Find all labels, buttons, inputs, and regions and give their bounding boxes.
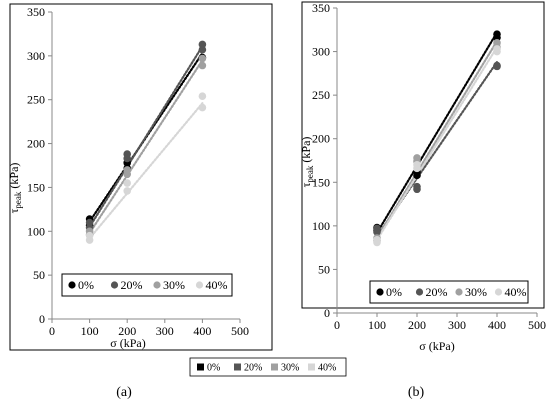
panel-b-data-point-4 xyxy=(373,238,381,247)
panel-a-trendline-2 xyxy=(88,45,204,228)
panel-a-trendline-4 xyxy=(88,102,204,240)
footer-legend-label: 0% xyxy=(207,363,220,374)
panel-a-y-tick-label: 350 xyxy=(27,5,45,19)
panel-b-legend-marker xyxy=(415,288,424,296)
panel-b-y-tick-label: 50 xyxy=(318,262,330,276)
panel-a-legend-frame xyxy=(61,273,233,297)
panel-b-legend-marker xyxy=(455,288,463,296)
footer-legend-label: 30% xyxy=(281,363,299,374)
panel-b-trendline-1 xyxy=(375,31,499,234)
panel-b-y-tick-label: 300 xyxy=(312,45,330,59)
panel-a-y-tick-label: 200 xyxy=(27,137,45,151)
footer-legend-swatch xyxy=(234,363,241,371)
panel-a-y-tick-label: 100 xyxy=(27,224,45,238)
panel-b-y-tick-label: 150 xyxy=(312,175,330,189)
panel-b-data-point-4 xyxy=(413,164,421,173)
panel-a-x-tick-label: 500 xyxy=(231,324,249,338)
panel-a-y-axis-title: τpeak (kPa) xyxy=(7,163,23,214)
panel-a-data-point-4 xyxy=(85,236,94,244)
panel-b-y-tick-label: 200 xyxy=(312,132,330,146)
footer-legend-swatch xyxy=(271,363,278,371)
panel-a-data-point-2 xyxy=(198,45,207,54)
panel-a-data-point-2 xyxy=(198,40,207,49)
panel-b-trendline-3 xyxy=(375,40,499,240)
panel-a-y-tick-label: 150 xyxy=(27,180,45,194)
footer-legend-swatch xyxy=(308,363,315,371)
panel-a-x-tick-label: 300 xyxy=(156,324,174,338)
panel-a-legend-label: 30% xyxy=(163,278,185,292)
panel-b-x-tick-label: 200 xyxy=(408,318,426,332)
panel-b-legend-marker xyxy=(494,288,503,296)
panel-b-label: (b) xyxy=(408,385,425,400)
footer-legend-label: 20% xyxy=(244,363,262,374)
panel-b-legend-label: 30% xyxy=(465,285,487,299)
panel-a-data-point-3 xyxy=(198,61,207,70)
panel-a-x-axis-title: σ (kPa) xyxy=(110,336,145,350)
panel-b-y-tick-label: 250 xyxy=(312,88,330,102)
panel-b-data-point-1 xyxy=(493,33,501,42)
panel-b-x-axis-title: σ (kPa) xyxy=(419,339,454,353)
panel-b-data-point-2 xyxy=(413,185,421,194)
panel-b-trendline-4 xyxy=(375,46,499,241)
chart-panel-b: 0 100 200 300 400 500 0 50 100 150 200 250 300 350 0% 2… xyxy=(299,1,546,400)
footer-legend-frame xyxy=(189,357,347,377)
panel-a-y-tick-label: 300 xyxy=(27,49,45,63)
panel-a-legend-marker xyxy=(195,281,204,289)
panel-a-y-tick-label: 0 xyxy=(39,312,45,326)
panel-b-plot-area: 0 100 200 300 400 500 0 50 100 150 200 250 300 350 0% 2… xyxy=(312,1,546,332)
panel-a-x-tick-label: 200 xyxy=(118,324,136,338)
panel-b-legend-label: 0% xyxy=(386,285,402,299)
footer-legend-label: 40% xyxy=(318,363,336,374)
panel-a-plot-area: 0 100 200 300 400 500 0 50 100 150 200 250 300 350 0% 2… xyxy=(27,5,249,338)
panel-b-y-tick-label: 100 xyxy=(312,219,330,233)
panel-a-legend-label: 0% xyxy=(78,278,94,292)
panel-b-y-axis-title: τpeak (kPa) xyxy=(299,137,315,188)
panel-b-y-tick-label: 350 xyxy=(312,1,330,15)
panel-a-data-point-3 xyxy=(123,170,131,179)
panel-a-legend-marker xyxy=(68,281,76,289)
panel-b-x-tick-label: 400 xyxy=(488,318,506,332)
footer-legend-swatch xyxy=(197,363,204,371)
panel-a-x-tick-label: 100 xyxy=(81,324,99,338)
panel-b-x-tick-label: 0 xyxy=(334,318,340,332)
panel-b-x-tick-label: 500 xyxy=(528,318,546,332)
panel-b-data-point-1 xyxy=(413,171,421,180)
panel-a-y-tick-label: 50 xyxy=(33,268,45,282)
panel-b-data-point-2 xyxy=(493,61,501,70)
panel-a-x-tick-label: 400 xyxy=(193,324,211,338)
panel-a-data-point-4 xyxy=(198,103,207,112)
panel-a-data-point-3 xyxy=(198,54,207,63)
panel-b-y-tick-label: 0 xyxy=(324,306,330,320)
panel-b-legend-marker xyxy=(376,288,384,296)
panel-b-legend-label: 40% xyxy=(505,285,527,299)
panel-a-data-point-4 xyxy=(123,179,131,187)
panel-a-data-point-4 xyxy=(123,187,131,195)
panel-b-legend-label: 20% xyxy=(426,285,448,299)
chart-panel-a: 0 100 200 300 400 500 0 50 100 150 200 250 300 350 0% 2… xyxy=(7,3,273,400)
panel-a-y-tick-label: 250 xyxy=(27,93,45,107)
panel-b-data-point-4 xyxy=(493,47,501,56)
panel-a-data-point-4 xyxy=(198,92,207,101)
panel-a-data-point-2 xyxy=(85,218,94,227)
panel-a-trendline-3 xyxy=(88,59,204,235)
panel-a-data-point-2 xyxy=(123,154,131,163)
panel-a-legend-label: 20% xyxy=(121,278,143,292)
panel-a-frame xyxy=(9,3,273,351)
panel-a-legend-marker xyxy=(153,281,161,289)
panel-a-label: (a) xyxy=(116,385,132,400)
panel-b-frame xyxy=(301,1,545,309)
panel-b-x-tick-label: 100 xyxy=(368,318,386,332)
panel-b-data-point-2 xyxy=(373,228,381,236)
panel-b-x-tick-label: 300 xyxy=(448,318,466,332)
panel-a-x-tick-label: 0 xyxy=(49,324,55,338)
panel-b-legend-frame xyxy=(369,280,529,304)
panel-a-legend-label: 40% xyxy=(206,278,228,292)
panel-a-legend-marker xyxy=(110,281,119,289)
footer-legend: 0% 20% 30% 40% xyxy=(189,357,347,377)
